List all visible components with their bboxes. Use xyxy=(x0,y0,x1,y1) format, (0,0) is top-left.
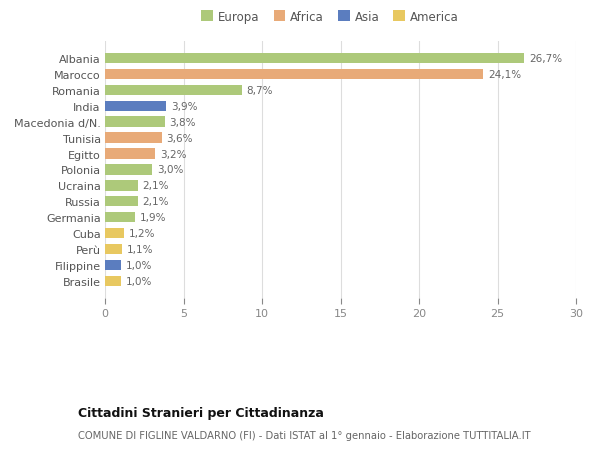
Text: 1,9%: 1,9% xyxy=(140,213,166,223)
Bar xyxy=(105,165,152,175)
Text: 1,0%: 1,0% xyxy=(125,276,152,286)
Text: 3,6%: 3,6% xyxy=(166,133,193,143)
Bar xyxy=(105,101,166,112)
Bar xyxy=(105,260,121,271)
Text: 1,1%: 1,1% xyxy=(127,245,154,255)
Text: COMUNE DI FIGLINE VALDARNO (FI) - Dati ISTAT al 1° gennaio - Elaborazione TUTTIT: COMUNE DI FIGLINE VALDARNO (FI) - Dati I… xyxy=(78,431,530,441)
Bar xyxy=(105,229,124,239)
Text: 3,9%: 3,9% xyxy=(171,101,197,112)
Bar xyxy=(105,54,524,64)
Legend: Europa, Africa, Asia, America: Europa, Africa, Asia, America xyxy=(199,8,461,26)
Text: 1,0%: 1,0% xyxy=(125,260,152,270)
Text: 8,7%: 8,7% xyxy=(246,85,273,95)
Bar xyxy=(105,213,135,223)
Text: 24,1%: 24,1% xyxy=(488,70,521,80)
Bar xyxy=(105,69,484,80)
Text: 26,7%: 26,7% xyxy=(529,54,562,64)
Text: 2,1%: 2,1% xyxy=(143,197,169,207)
Bar xyxy=(105,133,161,144)
Text: 3,0%: 3,0% xyxy=(157,165,183,175)
Text: Cittadini Stranieri per Cittadinanza: Cittadini Stranieri per Cittadinanza xyxy=(78,406,324,419)
Bar xyxy=(105,117,164,128)
Text: 3,8%: 3,8% xyxy=(169,118,196,127)
Text: 1,2%: 1,2% xyxy=(128,229,155,239)
Bar xyxy=(105,276,121,286)
Text: 2,1%: 2,1% xyxy=(143,181,169,191)
Bar xyxy=(105,181,138,191)
Bar xyxy=(105,85,242,96)
Bar xyxy=(105,149,155,159)
Bar xyxy=(105,196,138,207)
Bar xyxy=(105,244,122,255)
Text: 3,2%: 3,2% xyxy=(160,149,187,159)
